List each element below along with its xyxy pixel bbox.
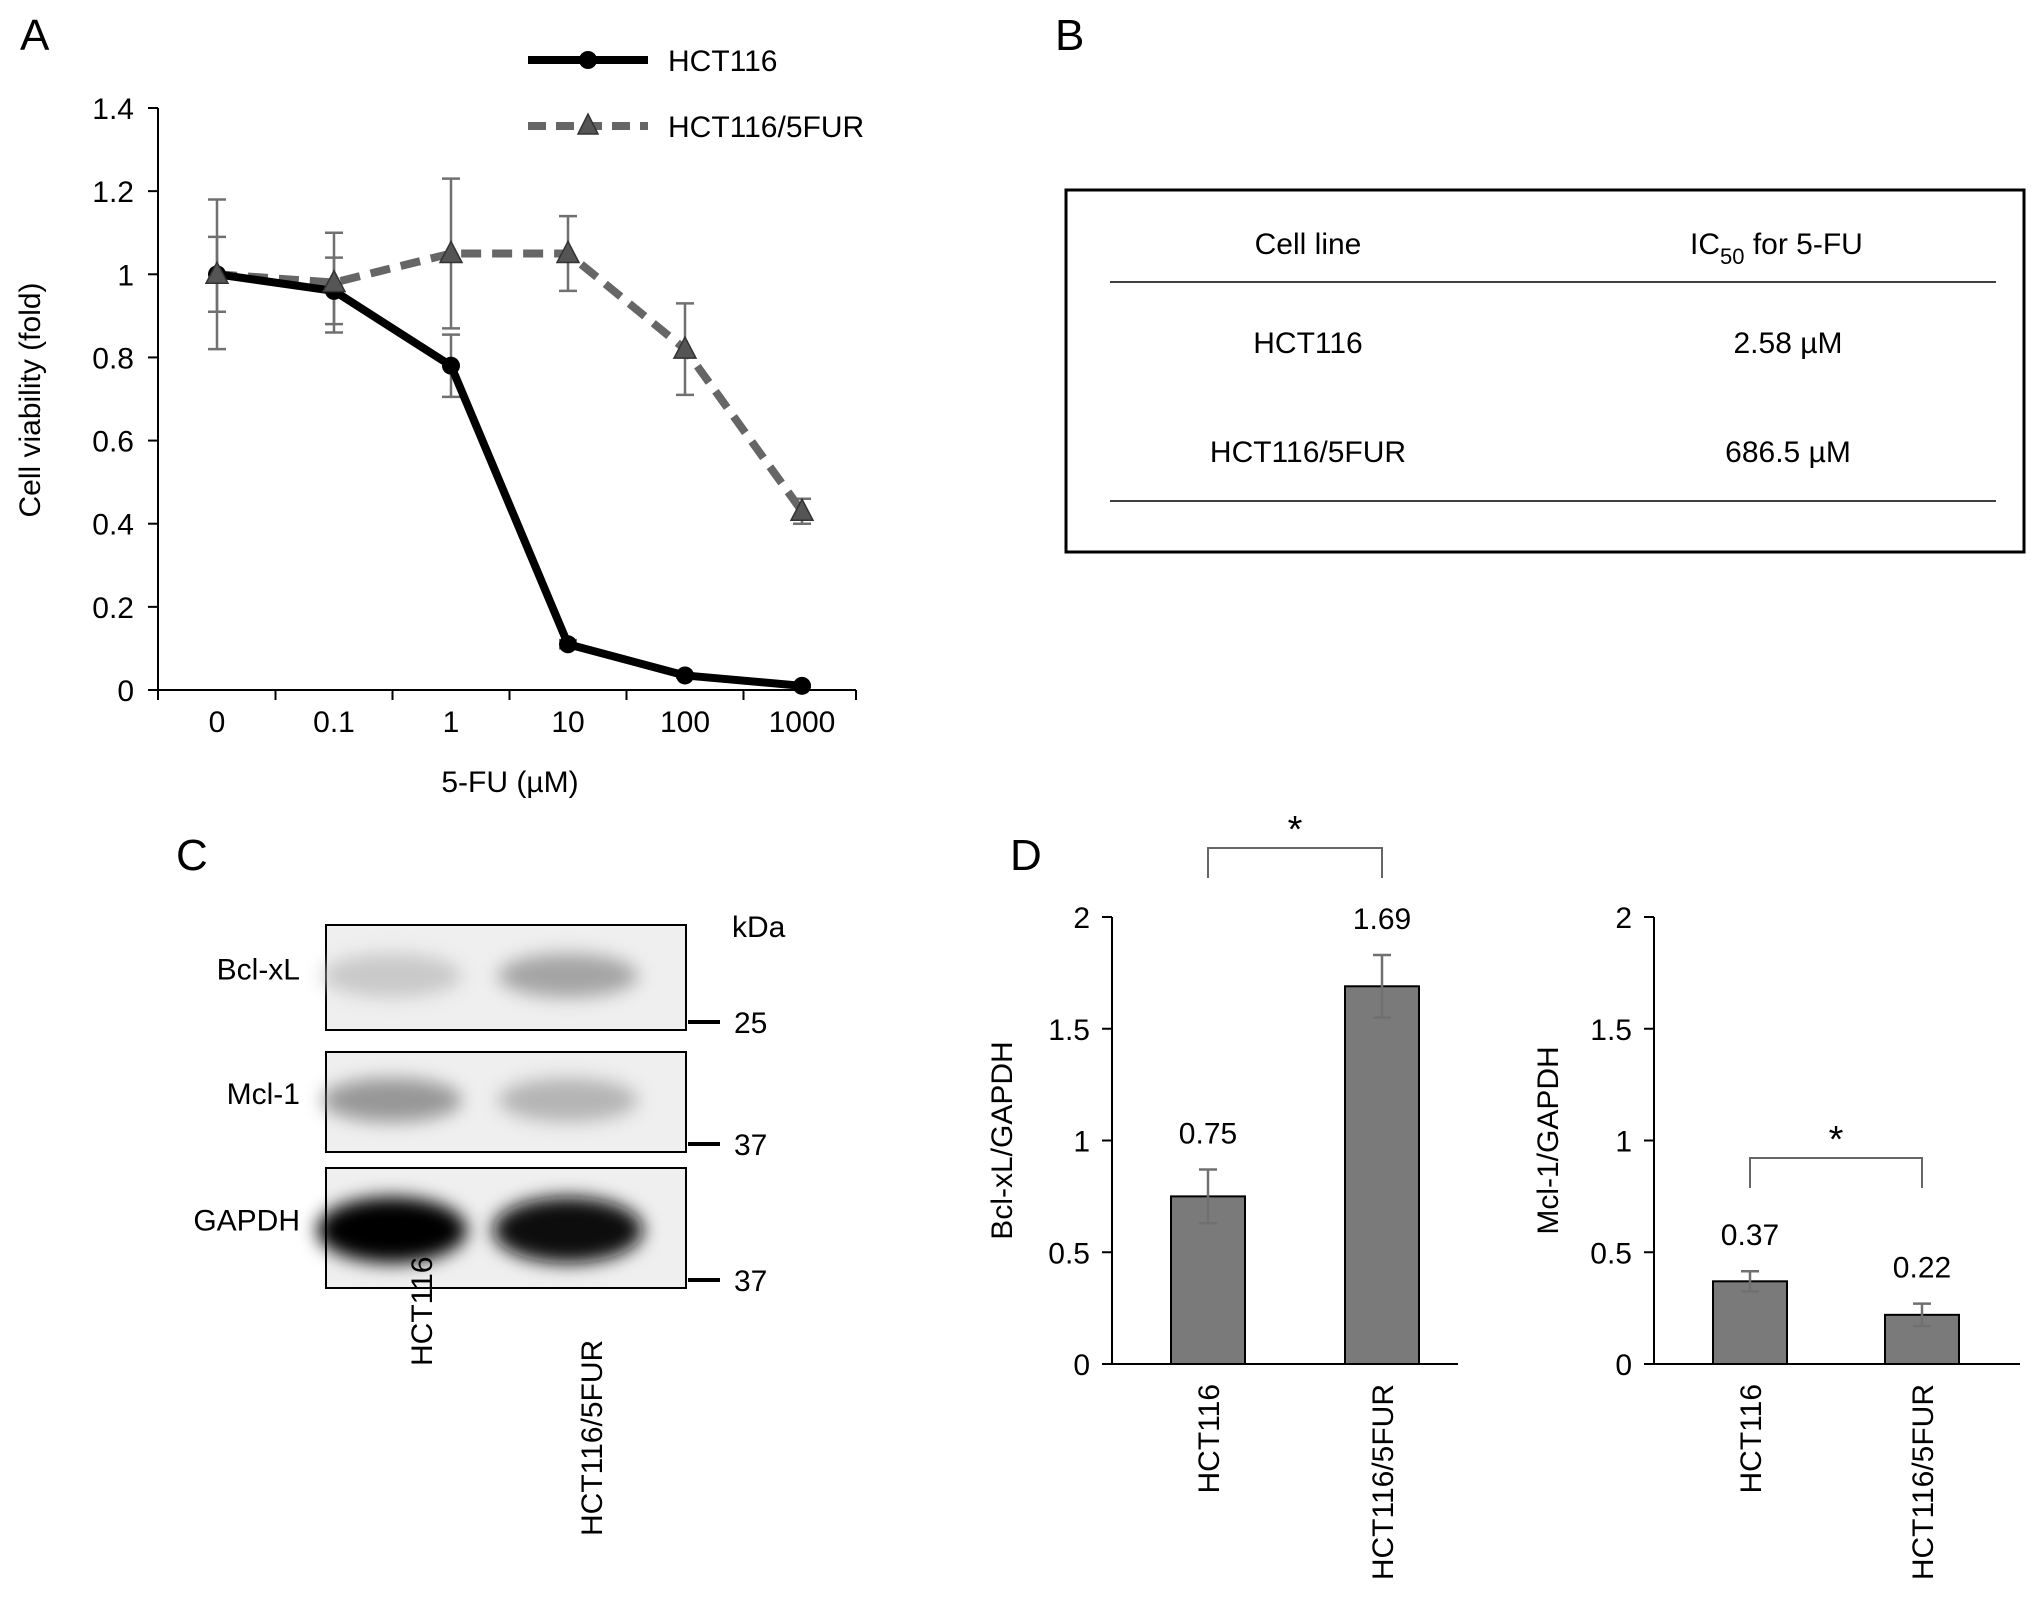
ic-subscript: 50 — [1720, 244, 1744, 269]
bar — [1712, 1280, 1788, 1366]
y-tick-label: 0.6 — [92, 426, 134, 459]
data-label: 1.69 — [1353, 903, 1411, 936]
data-point-series-1 — [676, 666, 694, 685]
blot-band — [317, 1197, 467, 1263]
data-label: 0.75 — [1179, 1118, 1237, 1151]
blot-band — [322, 1078, 462, 1122]
y-tick-label: 0 — [1073, 1349, 1090, 1382]
x-tick-label: 10 — [551, 706, 584, 739]
lane-label-2: HCT116/5FUR — [576, 1340, 609, 1536]
legend-label-series-1: HCT116 — [668, 45, 777, 78]
y-tick-label: 0.2 — [92, 592, 134, 625]
x-tick-label: 100 — [660, 706, 710, 739]
y-tick-label: 1 — [117, 259, 134, 292]
blot-band — [493, 1197, 643, 1263]
protein-label: Mcl-1 — [227, 1078, 300, 1111]
x-tick-label: 0.1 — [313, 706, 355, 739]
legend-marker-series-2 — [576, 112, 600, 135]
y-tick-label: 1.4 — [92, 93, 134, 126]
x-tick-label: 1000 — [769, 706, 836, 739]
table-header-ic50: IC50 for 5-FU — [1690, 228, 1863, 269]
ic-suffix: for 5-FU — [1744, 228, 1862, 261]
significance-marker: * — [1288, 809, 1303, 851]
significance-bracket — [1749, 1157, 1923, 1188]
lane-label-1: HCT116 — [406, 1257, 439, 1366]
data-point-series-2 — [555, 239, 581, 264]
y-tick-label: 0 — [1615, 1349, 1632, 1382]
blot-band — [498, 1078, 638, 1122]
series-line-2 — [216, 249, 806, 514]
data-label: 0.37 — [1721, 1219, 1779, 1252]
table-row-1-cell-line: HCT116 — [1253, 327, 1362, 360]
y-tick-label: 2 — [1073, 902, 1090, 935]
data-point-series-1 — [793, 676, 811, 695]
y-tick-label: 1.5 — [1048, 1014, 1090, 1047]
western-blot: kDa Bcl-xL 25 Mcl-1 37 GAPDH 37 HCT116 HCT116… — [193, 911, 785, 1536]
category-label: HCT116 — [1193, 1384, 1226, 1493]
marker-label: 25 — [734, 1007, 767, 1040]
kda-label: kDa — [732, 911, 786, 944]
protein-label: GAPDH — [193, 1204, 300, 1237]
data-point-series-1 — [442, 356, 460, 375]
data-label: 0.22 — [1893, 1252, 1951, 1285]
panel-label-b: B — [1055, 11, 1084, 60]
y-tick-label: 0 — [117, 675, 134, 708]
category-label: HCT116/5FUR — [1367, 1384, 1400, 1580]
marker-label: 37 — [734, 1265, 767, 1298]
series-line-1 — [216, 270, 803, 690]
line-chart-viability: 0 0.2 0.4 0.6 0.8 1 1.2 1.4 0 0.1 1 10 100 1000 Cell… — [14, 45, 864, 799]
y-tick-label: 0.8 — [92, 342, 134, 375]
data-point-series-2 — [672, 335, 698, 359]
y-axis-label: Bcl-xL/GAPDH — [986, 1041, 1019, 1239]
x-tick-label: 1 — [443, 706, 460, 739]
table-frame — [1064, 188, 2026, 554]
legend-label-series-2: HCT116/5FUR — [668, 111, 864, 144]
ic-text: IC — [1690, 228, 1720, 261]
blot-band — [322, 953, 462, 998]
protein-label: Bcl-xL — [217, 954, 300, 987]
legend-marker-series-1 — [579, 51, 597, 69]
table-row-1-ic50: 2.58 µM — [1734, 327, 1843, 360]
y-axis-label: Cell viability (fold) — [14, 282, 47, 517]
x-tick-label: 0 — [209, 706, 226, 739]
legend: HCT116 HCT116/5FUR — [528, 45, 864, 144]
panel-label-d: D — [1010, 831, 1042, 880]
bar-chart-mcl1: 0 0.5 1 1.5 2 Mcl-1/GAPDH 0.37 HCT116 0.22 HCT116… — [1532, 902, 2020, 1580]
significance-marker: * — [1829, 1119, 1844, 1161]
y-tick-label: 0.4 — [92, 509, 134, 542]
y-tick-label: 2 — [1615, 902, 1632, 935]
table-row-2-cell-line: HCT116/5FUR — [1210, 436, 1406, 469]
data-point-series-2 — [204, 260, 230, 285]
y-tick-label: 1 — [1615, 1126, 1632, 1159]
y-tick-label: 0.5 — [1048, 1237, 1090, 1270]
blot-band — [498, 953, 638, 998]
y-tick-label: 1 — [1073, 1126, 1090, 1159]
panel-label-c: C — [176, 831, 208, 880]
y-tick-label: 1.5 — [1590, 1014, 1632, 1047]
data-point-series-2 — [789, 497, 815, 521]
bar-chart-bclxl: 0 0.5 1 1.5 2 Bcl-xL/GAPDH 0.75 HCT116 1.69 HCT11… — [986, 809, 1458, 1580]
category-label: HCT116/5FUR — [1907, 1384, 1940, 1580]
data-point-series-2 — [321, 268, 347, 293]
table-row-2-ic50: 686.5 µM — [1725, 436, 1851, 469]
ic50-table: Cell line IC50 for 5-FU HCT116 2.58 µM H… — [1064, 188, 2026, 554]
panel-label-a: A — [20, 11, 50, 60]
table-header-cell-line: Cell line — [1255, 228, 1362, 261]
x-axis-label: 5-FU (µM) — [441, 766, 578, 799]
data-point-series-1 — [559, 635, 577, 654]
significance-bracket — [1207, 847, 1383, 878]
bar — [1344, 985, 1420, 1365]
y-tick-label: 1.2 — [92, 176, 134, 209]
data-point-series-2 — [438, 239, 464, 264]
marker-label: 37 — [734, 1129, 767, 1162]
category-label: HCT116 — [1735, 1384, 1768, 1493]
y-tick-label: 0.5 — [1590, 1237, 1632, 1270]
y-axis-label: Mcl-1/GAPDH — [1532, 1046, 1565, 1234]
